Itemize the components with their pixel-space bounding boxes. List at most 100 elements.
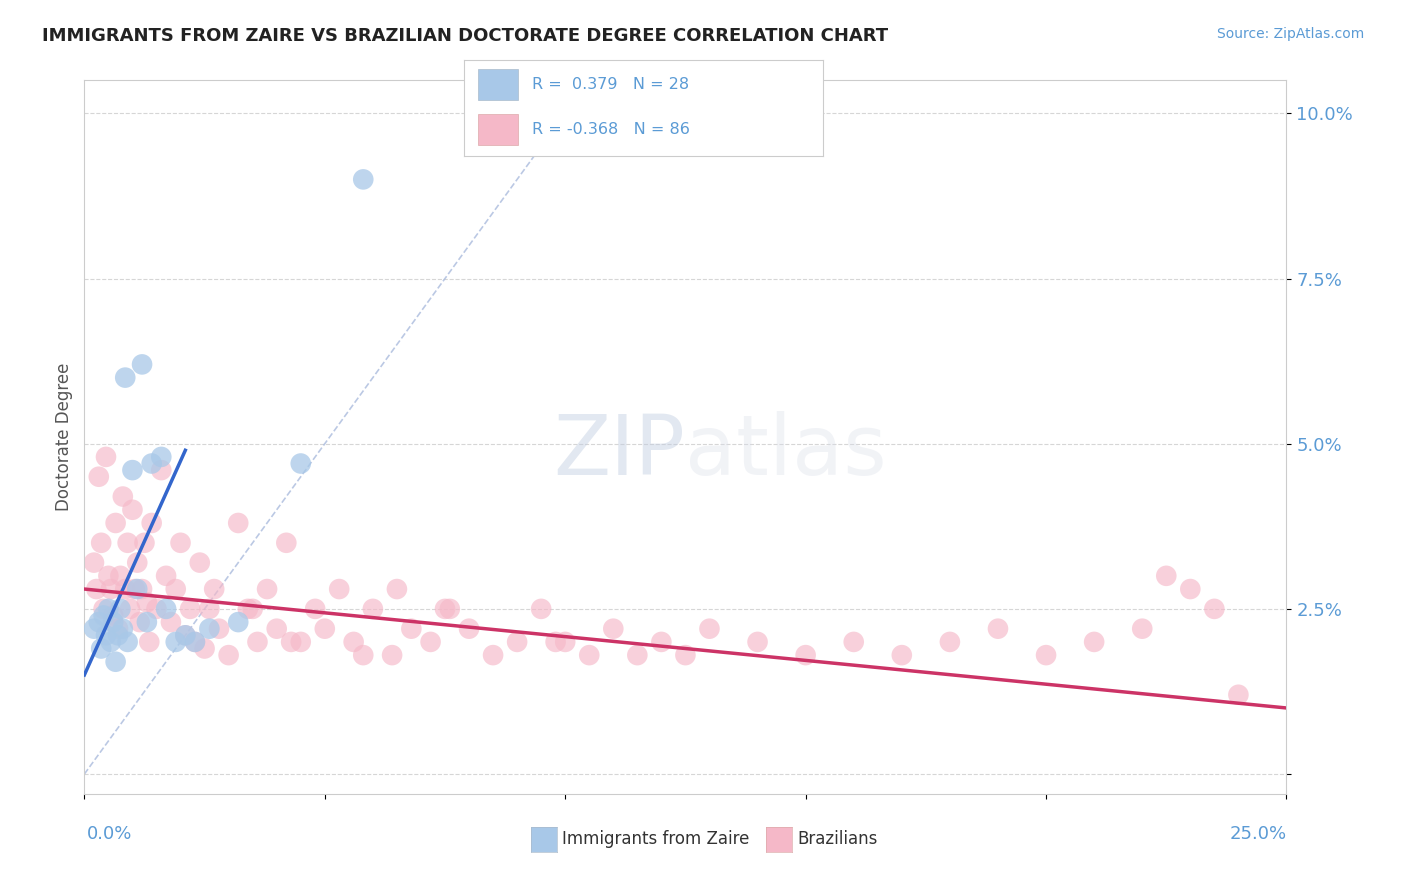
Point [626, 648, 648, 662]
Point [439, 602, 461, 616]
Point [280, 635, 302, 649]
Text: Immigrants from Zaire: Immigrants from Zaire [562, 830, 749, 848]
Point [198, 622, 221, 636]
Point [86, 582, 108, 596]
Point [97, 602, 120, 616]
Point [602, 622, 624, 636]
Point [121, 463, 143, 477]
Point [94, 628, 117, 642]
Point [141, 457, 163, 471]
Point [94, 450, 117, 464]
Point [482, 648, 505, 662]
Text: R = -0.368   N = 86: R = -0.368 N = 86 [531, 121, 690, 136]
Point [110, 602, 132, 616]
Point [127, 556, 149, 570]
Point [135, 615, 157, 629]
Point [114, 582, 136, 596]
Point [401, 622, 423, 636]
Point [381, 648, 404, 662]
Point [304, 602, 326, 616]
Point [276, 536, 298, 550]
Text: Brazilians: Brazilians [797, 830, 877, 848]
Point [165, 582, 187, 596]
Point [290, 635, 312, 649]
Point [155, 602, 177, 616]
Point [104, 516, 127, 530]
Point [97, 569, 120, 583]
Point [202, 582, 225, 596]
Point [246, 635, 269, 649]
Point [1035, 648, 1057, 662]
Point [842, 635, 865, 649]
Point [198, 602, 221, 616]
Point [242, 602, 264, 616]
Point [87, 615, 110, 629]
Point [939, 635, 962, 649]
Point [747, 635, 769, 649]
Point [127, 582, 149, 596]
Point [1083, 635, 1105, 649]
Point [90, 536, 112, 550]
Text: atlas: atlas [686, 411, 887, 491]
Point [111, 490, 134, 504]
Text: Source: ZipAtlas.com: Source: ZipAtlas.com [1216, 27, 1364, 41]
Point [236, 602, 259, 616]
Point [226, 615, 249, 629]
Point [150, 463, 173, 477]
Point [150, 450, 173, 464]
Bar [478, 70, 517, 100]
Point [352, 172, 374, 186]
Point [361, 602, 384, 616]
Point [1156, 569, 1178, 583]
Point [208, 622, 231, 636]
Point [90, 641, 112, 656]
Text: R =  0.379   N = 28: R = 0.379 N = 28 [531, 78, 689, 92]
Point [131, 358, 153, 372]
Point [134, 536, 156, 550]
Point [117, 635, 139, 649]
Point [699, 622, 721, 636]
Point [890, 648, 912, 662]
Point [107, 622, 129, 636]
Point [145, 602, 167, 616]
Point [554, 635, 576, 649]
Text: 25.0%: 25.0% [1229, 825, 1286, 843]
Point [93, 608, 115, 623]
Point [135, 595, 157, 609]
Text: IMMIGRANTS FROM ZAIRE VS BRAZILIAN DOCTORATE DEGREE CORRELATION CHART: IMMIGRANTS FROM ZAIRE VS BRAZILIAN DOCTO… [42, 27, 889, 45]
Point [458, 622, 481, 636]
Point [110, 569, 132, 583]
Point [103, 615, 125, 629]
Point [1130, 622, 1153, 636]
Point [434, 602, 457, 616]
Point [93, 602, 115, 616]
Point [188, 556, 211, 570]
Point [117, 536, 139, 550]
Point [128, 615, 150, 629]
Point [256, 582, 278, 596]
Point [328, 582, 350, 596]
Point [169, 536, 191, 550]
Point [226, 516, 249, 530]
Point [100, 582, 122, 596]
Point [218, 648, 240, 662]
Point [83, 556, 105, 570]
Point [184, 635, 207, 649]
Point [544, 635, 567, 649]
Text: 0.0%: 0.0% [87, 825, 132, 843]
Point [124, 582, 146, 596]
Point [1227, 688, 1250, 702]
Point [419, 635, 441, 649]
Point [87, 469, 110, 483]
Point [352, 648, 374, 662]
Point [104, 655, 127, 669]
Point [83, 622, 105, 636]
Point [174, 628, 197, 642]
Bar [478, 113, 517, 145]
Point [1180, 582, 1202, 596]
Point [179, 602, 201, 616]
Point [194, 641, 217, 656]
Point [160, 615, 183, 629]
Point [103, 608, 125, 623]
Point [111, 622, 134, 636]
